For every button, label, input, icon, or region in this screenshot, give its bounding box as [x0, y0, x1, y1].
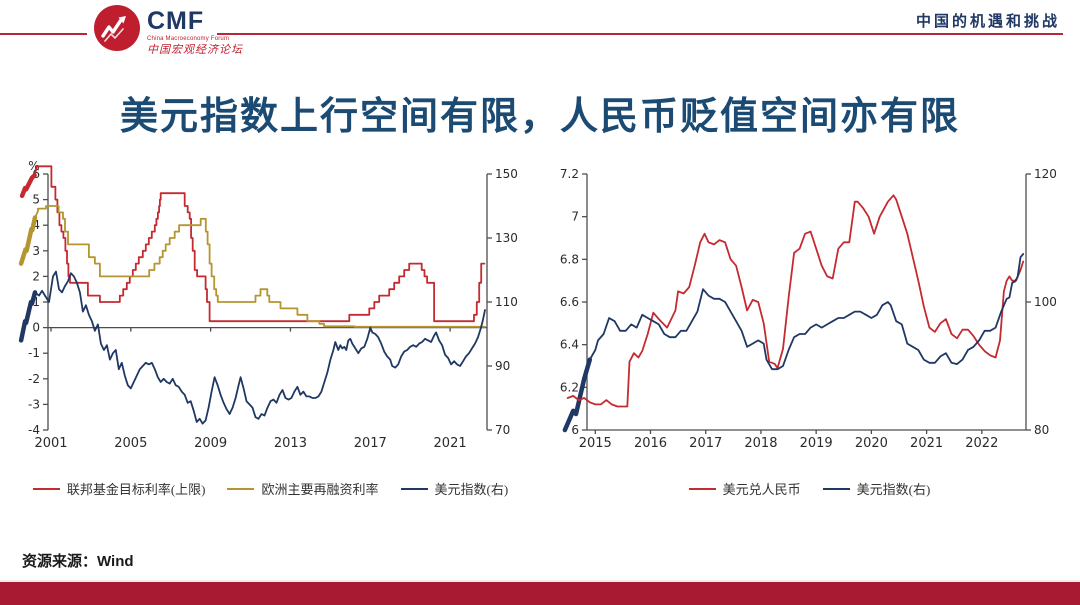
y-tick-label-right: 150	[495, 167, 518, 181]
y-tick-label-left: 2	[32, 269, 40, 283]
y-tick-label-left: -1	[28, 346, 40, 360]
series-usd-cny	[566, 194, 1025, 408]
y-tick-label-right: 120	[1034, 167, 1057, 181]
series-usd-index	[34, 270, 486, 425]
y-tick-label-left: 4	[32, 218, 40, 232]
x-tick-label: 2015	[579, 436, 612, 451]
x-tick-label: 2017	[689, 436, 722, 451]
x-tick-label: 2009	[194, 436, 227, 451]
x-axis: 2015 2016 2017 2018 2019 2020 2021 2022	[579, 429, 1026, 451]
legend-label: 美元兑人民币	[722, 482, 801, 497]
y-tick-label-left: 6.6	[560, 295, 579, 309]
y-tick-label-left: 6.2	[560, 380, 579, 394]
legend-swatch	[688, 487, 716, 490]
cmf-logo-icon	[94, 5, 140, 51]
y-tick-label-left: -4	[28, 423, 40, 437]
y-tick-label-right: 90	[495, 359, 510, 373]
y-tick-label-left: 6.8	[560, 252, 579, 266]
y-tick-label-left: -3	[28, 397, 40, 411]
legend-item: 联邦基金目标利率(上限)	[32, 479, 206, 498]
y-tick-label-right: 70	[495, 423, 510, 437]
y-tick-label-right: 110	[495, 295, 518, 309]
logo-subtitle: China Macroeconomy Forum	[147, 36, 230, 42]
y-tick-label-left: 7	[571, 210, 579, 224]
x-tick-label: 2018	[744, 436, 777, 451]
y-tick-label-left: 0	[32, 321, 40, 335]
charts-row: -4 -3 -2 -1 0 1 2 3 4 5 6% 70 90 110 130 150 2001 2005 200…	[0, 158, 1080, 498]
y-tick-label-left: 6	[571, 423, 579, 437]
x-tick-label: 2013	[274, 436, 307, 451]
legend-swatch	[32, 487, 60, 490]
series-ecb-main-refinancing-pre2001	[18, 215, 38, 266]
legend-label: 美元指数(右)	[434, 482, 509, 497]
series-usd-index-right	[588, 253, 1025, 371]
page-title: 美元指数上行空间有限，人民币贬值空间亦有限	[119, 96, 960, 139]
legend-swatch	[400, 487, 428, 490]
legend-swatch	[822, 487, 850, 490]
cmf-logo-text: CMF China Macroeconomy Forum 中国宏观经济论坛	[147, 5, 243, 56]
y-tick-label-left: 5	[32, 193, 40, 207]
header-rule-left	[0, 33, 87, 35]
legend-label: 联邦基金目标利率(上限)	[66, 482, 206, 497]
series-usd-index-pre2015	[562, 357, 593, 433]
rates-vs-usd-index-chart: -4 -3 -2 -1 0 1 2 3 4 5 6% 70 90 110 130 150 2001 2005 200…	[8, 158, 533, 465]
x-tick-label: 2005	[114, 436, 147, 451]
x-tick-label: 2022	[965, 436, 998, 451]
left-chart-block: -4 -3 -2 -1 0 1 2 3 4 5 6% 70 90 110 130 150 2001 2005 200…	[8, 158, 533, 498]
y-tick-label-left: 1	[32, 295, 40, 309]
legend-item: 美元兑人民币	[688, 479, 801, 498]
usdcny-vs-usd-index-chart: 6 6.2 6.4 6.6 6.8 7 7.2 80 100 120 2015 2016 2017 201…	[547, 158, 1072, 465]
y-tick-label-left: 7.2	[560, 167, 579, 181]
x-tick-label: 2020	[855, 436, 888, 451]
legend-item: 美元指数(右)	[822, 479, 931, 498]
y-axis-right: 80 100 120	[1025, 167, 1057, 437]
x-tick-label: 2016	[634, 436, 667, 451]
y-tick-label-left: -2	[28, 372, 40, 386]
y-axis-right: 70 90 110 130 150	[486, 167, 518, 437]
legend-label: 欧洲主要再融资利率	[261, 482, 379, 497]
right-chart-block: 6 6.2 6.4 6.6 6.8 7 7.2 80 100 120 2015 2016 2017 201…	[547, 158, 1072, 498]
source-note: 资源来源：Wind	[22, 553, 134, 570]
y-tick-label-right: 100	[1034, 295, 1057, 309]
y-tick-label-left: 3	[32, 244, 40, 258]
cmf-logo: CMF China Macroeconomy Forum 中国宏观经济论坛	[94, 5, 243, 56]
x-tick-label: 2017	[354, 436, 387, 451]
left-chart-legend: 联邦基金目标利率(上限) 欧洲主要再融资利率 美元指数(右)	[8, 479, 533, 498]
legend-swatch	[227, 487, 255, 490]
series-usd-index-pre2001	[18, 290, 38, 343]
logo-acronym: CMF	[147, 7, 205, 35]
x-tick-label: 2001	[34, 436, 67, 451]
y-tick-label-right: 80	[1034, 423, 1049, 437]
y-tick-label-right: 130	[495, 231, 518, 245]
header-rule-right	[217, 33, 1063, 35]
legend-item: 欧洲主要再融资利率	[227, 479, 379, 498]
header-topic: 中国的机遇和挑战	[915, 13, 1060, 30]
y-tick-label-left: 6.4	[560, 338, 579, 352]
x-tick-label: 2021	[910, 436, 943, 451]
x-tick-label: 2021	[434, 436, 467, 451]
bottom-accent-bar	[0, 580, 1080, 605]
x-tick-label: 2019	[800, 436, 833, 451]
series-fed-funds-target-upper	[34, 165, 486, 323]
legend-label: 美元指数(右)	[856, 482, 931, 497]
right-chart-legend: 美元兑人民币 美元指数(右)	[547, 479, 1072, 498]
legend-item: 美元指数(右)	[400, 479, 509, 498]
series-fed-funds-target-upper-pre2001	[19, 173, 37, 199]
y-axis-left: 6 6.2 6.4 6.6 6.8 7 7.2	[560, 167, 588, 437]
series-ecb-main-refinancing	[34, 205, 486, 328]
y-axis-unit-label: %	[28, 159, 39, 173]
logo-chinese-name: 中国宏观经济论坛	[147, 44, 243, 56]
trend-arrow-icon	[101, 16, 126, 42]
